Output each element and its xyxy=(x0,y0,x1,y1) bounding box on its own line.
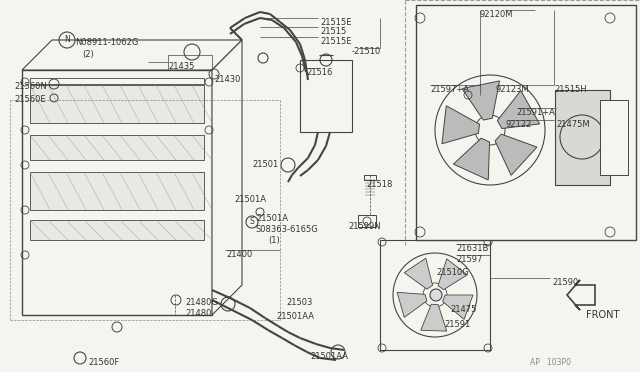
Text: 21560N: 21560N xyxy=(14,82,47,91)
Text: 92120M: 92120M xyxy=(480,10,513,19)
Polygon shape xyxy=(442,106,479,144)
Text: 21560E: 21560E xyxy=(14,95,45,104)
Text: 21597: 21597 xyxy=(456,255,483,264)
Polygon shape xyxy=(420,304,447,331)
Bar xyxy=(300,60,352,132)
Text: 21515E: 21515E xyxy=(320,18,351,27)
Polygon shape xyxy=(397,292,427,317)
Text: 21501AA: 21501AA xyxy=(276,312,314,321)
Text: 21590: 21590 xyxy=(552,278,579,287)
Text: 21503: 21503 xyxy=(286,298,312,307)
Text: 21501A: 21501A xyxy=(234,195,266,204)
Text: 21516: 21516 xyxy=(306,68,332,77)
Text: S08363-6165G: S08363-6165G xyxy=(255,225,317,234)
Polygon shape xyxy=(404,258,433,289)
Text: 21518: 21518 xyxy=(366,180,392,189)
Text: 92123M: 92123M xyxy=(496,85,530,94)
Text: 21435: 21435 xyxy=(168,62,195,71)
Bar xyxy=(30,220,204,240)
Bar xyxy=(555,90,610,185)
Text: 21515H: 21515H xyxy=(554,85,587,94)
Text: N08911-1062G: N08911-1062G xyxy=(75,38,138,47)
Text: 21599N: 21599N xyxy=(348,222,381,231)
Text: 21501: 21501 xyxy=(252,160,278,169)
Bar xyxy=(22,70,212,315)
Text: 21560F: 21560F xyxy=(88,358,119,367)
Bar xyxy=(364,175,376,180)
Text: (2): (2) xyxy=(82,50,93,59)
Text: 21480: 21480 xyxy=(185,309,211,318)
Bar xyxy=(416,5,636,240)
Polygon shape xyxy=(567,280,595,310)
Text: 21501AA: 21501AA xyxy=(310,352,348,361)
Bar xyxy=(380,240,490,350)
Text: AP   103P0: AP 103P0 xyxy=(530,358,571,367)
Bar xyxy=(30,135,204,160)
Bar xyxy=(600,100,628,175)
Polygon shape xyxy=(22,40,242,70)
Polygon shape xyxy=(438,259,467,290)
Polygon shape xyxy=(462,81,500,120)
Text: 21475M: 21475M xyxy=(556,120,589,129)
Text: S: S xyxy=(250,218,254,227)
Text: FRONT: FRONT xyxy=(586,310,620,320)
Bar xyxy=(358,215,376,227)
Polygon shape xyxy=(495,134,537,175)
Text: 21591+A: 21591+A xyxy=(516,108,555,117)
Text: 21631B: 21631B xyxy=(456,244,488,253)
Text: (1): (1) xyxy=(268,236,280,245)
Text: 21475: 21475 xyxy=(450,305,476,314)
Circle shape xyxy=(430,289,442,301)
Text: 21480G: 21480G xyxy=(185,298,218,307)
Polygon shape xyxy=(497,91,540,129)
Text: 21597+A: 21597+A xyxy=(430,85,469,94)
Text: 21430: 21430 xyxy=(214,75,241,84)
Text: 21591: 21591 xyxy=(444,320,470,329)
Bar xyxy=(30,172,204,210)
Text: N: N xyxy=(64,35,70,45)
Bar xyxy=(30,85,204,123)
Text: 92122: 92122 xyxy=(506,120,532,129)
Text: 21515: 21515 xyxy=(320,27,346,36)
Text: 21515E: 21515E xyxy=(320,37,351,46)
Text: 21510G: 21510G xyxy=(436,268,468,277)
Text: -21510: -21510 xyxy=(352,47,381,56)
Bar xyxy=(168,55,212,70)
Polygon shape xyxy=(212,40,242,315)
Bar xyxy=(30,78,204,84)
Text: 21400: 21400 xyxy=(226,250,252,259)
Polygon shape xyxy=(453,138,490,180)
Polygon shape xyxy=(443,295,473,320)
Text: 21501A: 21501A xyxy=(256,214,288,223)
